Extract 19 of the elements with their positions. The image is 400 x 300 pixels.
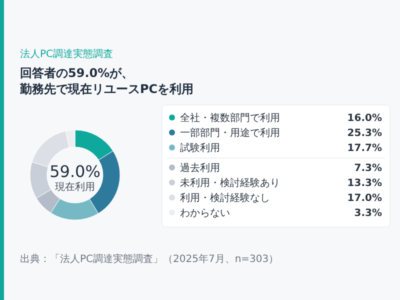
legend-label: 過去利用 (180, 162, 220, 174)
legend-label: 一部部門・用途で利用 (180, 127, 280, 139)
data-label: 7.3% (354, 163, 382, 174)
data-label: 16.0% (347, 113, 382, 124)
source-note: 出典：「法人PC調達実態調査」（2025年7月、n=303） (20, 253, 279, 265)
legend-label: 全社・複数部門で利用 (180, 112, 280, 124)
text: 現在利用 (55, 181, 95, 193)
legend-label: 未利用・検討経験あり (180, 177, 280, 189)
data-label: 17.7% (347, 143, 382, 154)
legend-label: 利用・検討経験なし (180, 192, 270, 204)
data-label: 25.3% (347, 128, 382, 139)
chart-subtitle: 法人PC調達実態調査 (20, 48, 114, 60)
data-label: 17.0% (347, 193, 382, 204)
data-label: 13.3% (347, 178, 382, 189)
data-label: 3.3% (354, 208, 382, 219)
legend-label: 試験利用 (180, 142, 220, 154)
text: 59.0% (50, 162, 100, 181)
legend-label: わからない (180, 208, 230, 219)
chart-title: 回答者の59.0%が、勤務先で現在リユースPCを利用 (19, 66, 194, 96)
